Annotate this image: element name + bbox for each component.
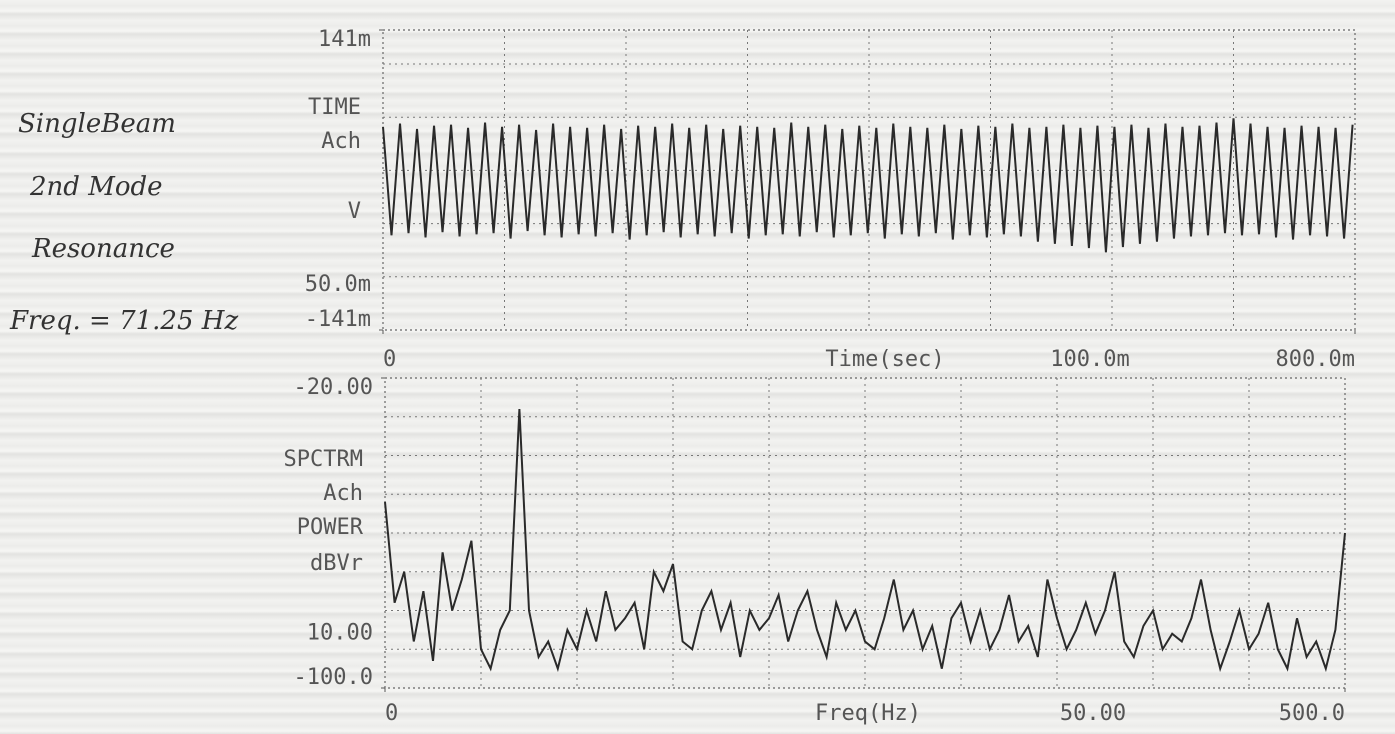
y-axis-label: SPCTRM	[284, 447, 363, 472]
y-axis-label: Ach	[323, 481, 363, 506]
x-division-label: 100.0m	[1050, 347, 1129, 372]
y-axis-label: dBVr	[310, 551, 363, 576]
note: 2nd Mode	[29, 172, 163, 202]
y-tick-label: -141m	[305, 307, 371, 332]
trace	[384, 408, 1346, 673]
trace	[382, 118, 1354, 253]
x-division-label: 50.00	[1060, 701, 1126, 726]
x-axis-label: Time(sec)	[825, 347, 944, 372]
x-tick-label: 800.0m	[1276, 347, 1355, 372]
x-tick-label: 0	[383, 347, 396, 372]
y-division-label: 10.00	[307, 620, 373, 645]
y-axis-label: V	[348, 199, 361, 224]
note: Freq. = 71.25 Hz	[9, 306, 238, 336]
y-axis-label: POWER	[297, 515, 364, 540]
y-tick-label: -100.0	[294, 665, 373, 690]
x-tick-label: 0	[385, 701, 398, 726]
y-axis-label: TIME	[308, 95, 361, 120]
note: SingleBeam	[18, 109, 176, 139]
x-tick-label: 500.0	[1279, 701, 1345, 726]
y-tick-label: -20.00	[294, 375, 373, 400]
y-division-label: 50.0m	[305, 272, 371, 297]
y-tick-label: 141m	[318, 27, 371, 52]
y-axis-label: Ach	[321, 129, 361, 154]
note: Resonance	[31, 234, 175, 264]
x-axis-label: Freq(Hz)	[815, 701, 921, 726]
